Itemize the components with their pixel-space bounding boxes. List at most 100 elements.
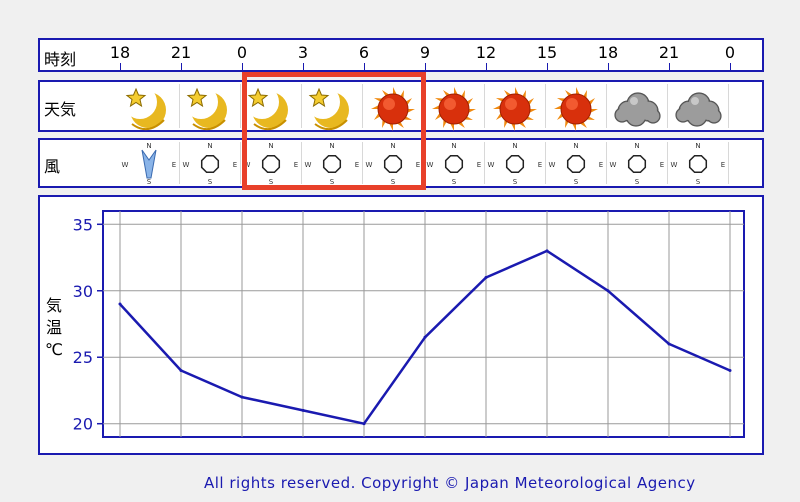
wind-cell: N S W E [425, 142, 485, 186]
time-tick [486, 63, 487, 70]
time-tick [181, 63, 182, 70]
compass-east-label: E [660, 161, 664, 169]
compass-west-label: W [244, 161, 251, 169]
compass-north-label: N [390, 142, 395, 150]
sun-icon [371, 87, 415, 131]
compass-east-label: E [477, 161, 481, 169]
y-tick-label: 25 [73, 348, 93, 367]
compass-north-label: N [329, 142, 334, 150]
compass-east-label: E [599, 161, 603, 169]
wind-cell: N S W E [120, 142, 180, 186]
wind-cell: N S W E [486, 142, 546, 186]
compass-west-label: W [122, 161, 129, 169]
highlight-box [242, 72, 426, 190]
compass-south-label: S [635, 178, 640, 186]
time-tick [669, 63, 670, 70]
calm-icon: N S W E [549, 142, 604, 186]
compass-south-label: S [269, 178, 274, 186]
plot-area [102, 210, 745, 438]
data-point [362, 422, 366, 426]
compass-south-label: S [330, 178, 335, 186]
weather-cell [486, 84, 546, 131]
compass-west-label: W [671, 161, 678, 169]
compass-south-label: S [147, 178, 152, 186]
compass-east-label: E [416, 161, 420, 169]
time-label: 9 [419, 43, 431, 62]
compass-west-label: W [488, 161, 495, 169]
wind-cell: N S W E [181, 142, 241, 186]
weather-cell [120, 84, 180, 131]
compass-west-label: W [427, 161, 434, 169]
calm-icon: N S W E [244, 142, 299, 186]
data-point [179, 369, 183, 373]
time-tick [242, 63, 243, 70]
weather-row: 天気 [38, 80, 764, 132]
temperature-chart-svg: 20 25 30 35 [73, 210, 745, 438]
wind-cell: N S W E [669, 142, 729, 186]
arrow-from-north-icon: N S W E [122, 142, 177, 186]
y-axis-title-char-2: 温 [45, 318, 62, 337]
time-tick [303, 63, 304, 70]
calm-icon: N S W E [671, 142, 726, 186]
weather-cell [608, 84, 668, 128]
data-point [667, 342, 671, 346]
wind-cell: N S W E [303, 142, 363, 186]
time-label: 21 [170, 43, 192, 62]
compass-east-label: E [721, 161, 725, 169]
moon-star-icon [245, 85, 288, 131]
y-axis-title-char-1: 気 [45, 296, 62, 315]
wind-cell: N S W E [547, 142, 607, 186]
wind-row-label: 風 [44, 157, 61, 176]
compass-east-label: E [233, 161, 237, 169]
compass-south-label: S [452, 178, 457, 186]
moon-star-icon [306, 85, 349, 131]
compass-west-label: W [305, 161, 312, 169]
data-point [728, 369, 732, 373]
time-label: 3 [297, 43, 309, 62]
compass-south-label: S [513, 178, 518, 186]
data-point [484, 275, 488, 279]
compass-north-label: N [695, 142, 700, 150]
y-tick-label: 30 [73, 282, 93, 301]
calm-icon: N S W E [427, 142, 482, 186]
time-tick [364, 63, 365, 70]
weather-cell [303, 84, 363, 131]
compass-east-label: E [172, 161, 176, 169]
compass-west-label: W [183, 161, 190, 169]
time-label: 18 [109, 43, 131, 62]
time-label: 21 [658, 43, 680, 62]
cloud-icon [614, 92, 661, 127]
moon-star-icon [123, 85, 166, 131]
sun-icon [432, 87, 476, 131]
time-label: 15 [536, 43, 558, 62]
compass-east-label: E [355, 161, 359, 169]
y-axis-title: 気 温 ℃ [43, 295, 65, 361]
compass-south-label: S [208, 178, 213, 186]
data-point [301, 408, 305, 412]
compass-south-label: S [574, 178, 579, 186]
weather-cell [242, 84, 302, 131]
compass-north-label: N [268, 142, 273, 150]
sun-icon [493, 87, 537, 131]
compass-north-label: N [512, 142, 517, 150]
y-tick-label: 35 [73, 215, 93, 234]
time-row: 時刻 18 21 0 3 6 9 12 15 18 21 0 [38, 38, 764, 72]
compass-north-label: N [573, 142, 578, 150]
calm-icon: N S W E [305, 142, 360, 186]
time-tick [547, 63, 548, 70]
compass-east-label: E [538, 161, 542, 169]
wind-cell: N S W E [608, 142, 668, 186]
calm-icon: N S W E [488, 142, 543, 186]
copyright-footer: All rights reserved. Copyright © Japan M… [204, 474, 696, 492]
time-tick [120, 63, 121, 70]
compass-west-label: W [610, 161, 617, 169]
calm-icon: N S W E [610, 142, 665, 186]
calm-icon: N S W E [183, 142, 238, 186]
calm-icon: N S W E [366, 142, 421, 186]
weather-cell [364, 84, 424, 131]
data-point [545, 249, 549, 253]
compass-north-label: N [451, 142, 456, 150]
time-tick [608, 63, 609, 70]
wind-cell: N S W E [242, 142, 302, 186]
